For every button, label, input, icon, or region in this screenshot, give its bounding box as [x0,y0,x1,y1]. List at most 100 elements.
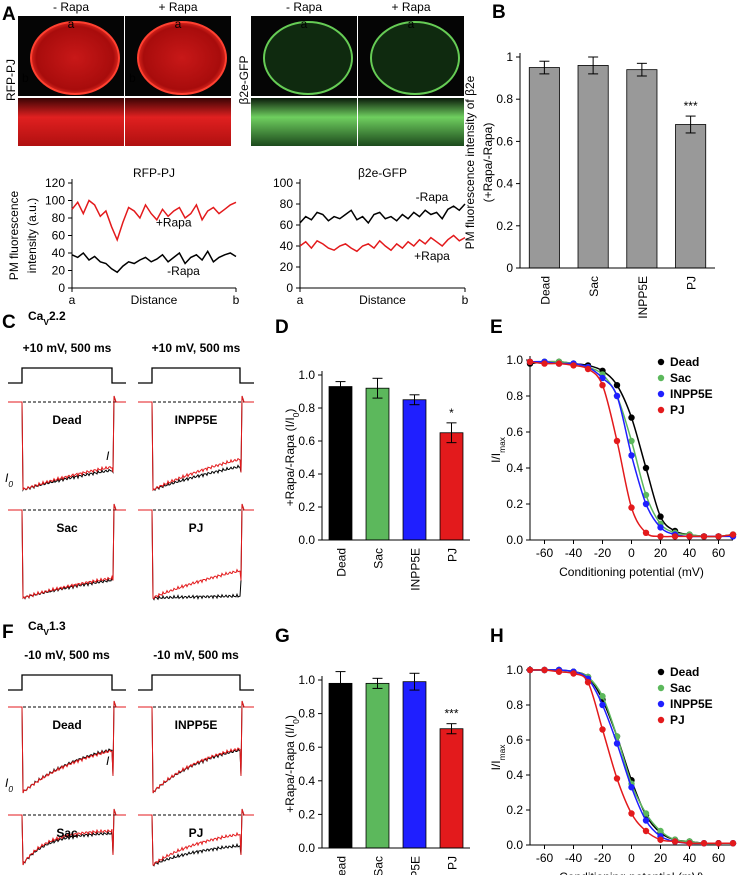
data-point [657,533,664,540]
x-tick-label: INPP5E [636,276,650,319]
y-tick-label: 0.6 [496,134,513,148]
y-tick-label: 0.2 [496,219,513,233]
data-point [613,437,621,445]
y-tick-label: 0.0 [506,838,523,852]
x-axis-label: b [462,293,469,307]
series-label: -Rapa [416,190,449,204]
cell [30,21,120,95]
bar [402,399,427,541]
bar [328,386,353,541]
data-point [599,701,606,709]
legend-label: PJ [670,713,685,727]
cell-label: Sac [56,521,78,535]
x-tick-label: Sac [587,276,601,297]
legend-marker [657,406,665,414]
y-tick-label: 80 [52,211,66,225]
data-point [642,529,650,536]
cell-label: Sac [56,826,78,840]
y-tick-label: 80 [280,197,294,211]
data-point [628,810,635,817]
image-label: RFP-PJ [4,59,18,101]
x-tick-label: PJ [685,276,699,290]
current-trace [8,503,126,600]
text-part: I [5,776,9,790]
legend-label: INPP5E [670,697,713,711]
bar [528,67,560,269]
panel-label: H [490,626,504,647]
bar [365,387,390,541]
data-point [628,784,635,791]
y-tick-label: 1.0 [298,368,315,382]
panel-label: G [275,626,290,647]
text-part: +Rapa/-Rapa (I/I [283,724,297,813]
data-point [715,840,722,847]
text-part: 0 [291,412,301,417]
y-tick-label: 1 [506,50,513,64]
y-tick-label: 0.6 [298,740,315,754]
data-point [613,382,621,389]
cell-label: PJ [189,826,204,840]
x-tick-label: INPP5E [409,548,423,591]
legend-label: PJ [670,403,685,417]
current-trace [138,700,254,794]
current-trace [8,395,126,491]
legend-marker [657,390,665,398]
significance: *** [444,707,458,721]
fit-line [529,669,733,845]
panel-label: F [2,622,14,643]
data-point [541,360,548,367]
x-tick-label: PJ [446,548,460,562]
legend-marker [657,358,665,366]
profile-line [299,203,466,225]
y-tick-label: 40 [280,239,294,253]
text-part: I [5,471,9,485]
condition-label: + Rapa [158,0,197,14]
data-point [657,827,664,835]
x-tick-label: Dead [538,276,552,305]
data-point [628,437,635,445]
current-label: I0 [5,776,13,794]
current-trace [138,395,254,492]
legend-label: Sac [670,681,692,695]
data-point [642,817,650,824]
data-point [526,666,534,674]
text-part: V [43,317,49,327]
y-tick-label: 0 [506,261,513,275]
y-tick-label: 20 [280,260,294,274]
point-label: b [22,71,29,85]
profile-line [299,234,466,253]
bar [675,124,707,269]
x-axis-label: Distance [131,293,178,307]
x-axis-label: a [69,293,76,307]
x-axis-label: Conditioning potential (mV) [559,870,704,875]
text-part: max [497,744,507,761]
current-trace [8,808,126,866]
condition-label: - Rapa [53,0,89,14]
y-tick-label: 60 [280,218,294,232]
x-tick-label: -40 [565,546,583,560]
data-point [526,358,534,365]
y-tick-label: 0 [58,281,65,295]
data-point [642,500,650,508]
data-point [599,693,606,700]
y-tick-label: 0.6 [506,733,523,747]
chart-title: RFP-PJ [133,166,175,180]
x-tick-label: -20 [594,546,612,560]
text-part: I/I [489,453,503,463]
current-trace [138,503,254,600]
data-point [599,374,606,382]
x-axis-label: b [233,293,240,307]
x-tick-label: Dead [335,856,349,875]
y-tick-label: 1.0 [506,663,523,677]
legend-label: INPP5E [670,387,713,401]
cell-label: Dead [52,413,81,427]
fit-line [530,669,733,845]
y-tick-label: 40 [52,246,66,260]
data-point [657,513,664,520]
channel-label: CaV2.2 [28,309,66,327]
y-tick-label: 1.0 [298,673,315,687]
data-point [599,382,606,389]
y-tick-label: 0.6 [506,425,523,439]
bar [402,681,427,849]
